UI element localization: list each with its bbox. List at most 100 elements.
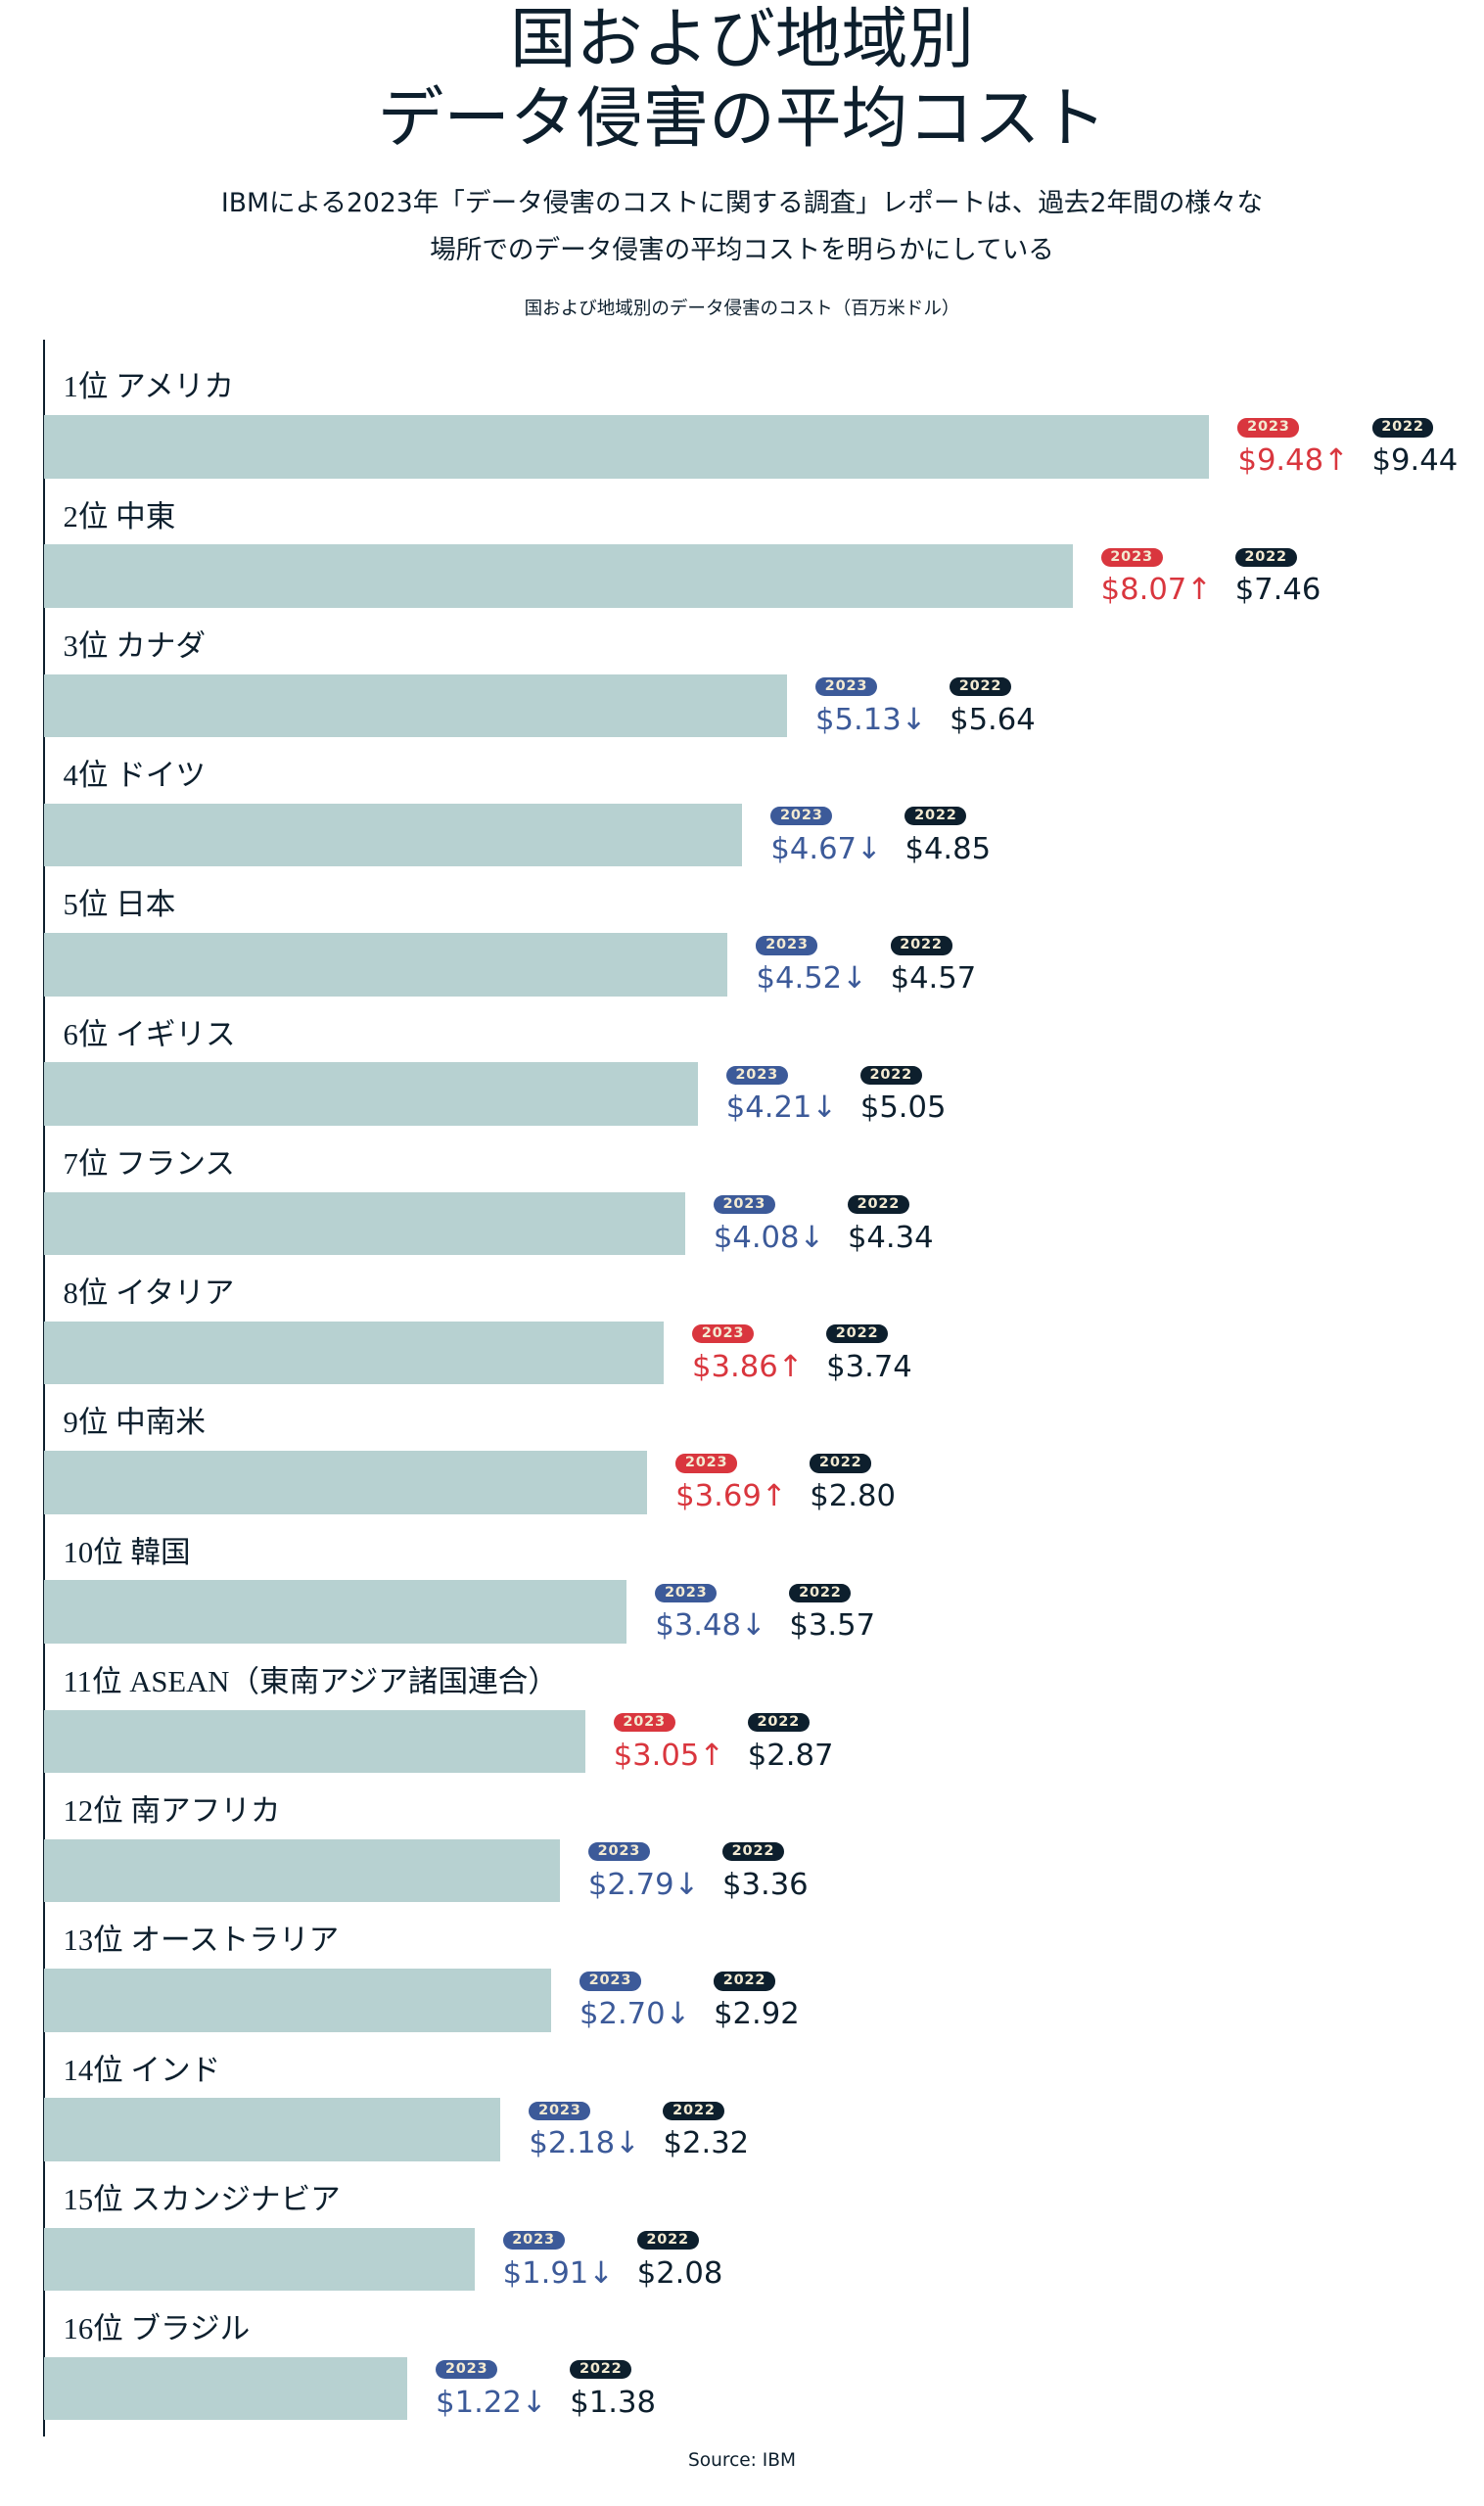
badge-2023: 2023 — [725, 1065, 788, 1085]
arrow-up-icon: ↑ — [761, 1479, 787, 1514]
badge-2022: 2022 — [847, 1194, 909, 1215]
value-2023: $4.52↓ — [756, 961, 867, 997]
bar-row: 4位 ドイツ 2023 2022 $4.67↓ $4.85 — [44, 728, 1484, 867]
badge-2022: 2022 — [636, 2230, 699, 2251]
subtitle: IBMによる2023年「データ侵害のコストに関する調査」レポートは、過去2年間の… — [0, 180, 1484, 275]
category-label: 8位 イタリア — [63, 1276, 235, 1311]
value-2022: $2.92 — [714, 1997, 800, 2032]
arrow-down-icon: ↓ — [799, 1220, 825, 1255]
arrow-down-icon: ↓ — [901, 702, 927, 737]
value-2022: $4.57 — [890, 961, 977, 997]
bar-row: 16位 ブラジル 2023 2022 $1.22↓ $1.38 — [44, 2281, 1484, 2421]
value-2022: $9.44 — [1371, 443, 1459, 479]
value-2022: $1.38 — [570, 2385, 656, 2420]
value-2022: $5.05 — [859, 1091, 947, 1126]
value-2023: $2.18↓ — [529, 2126, 640, 2161]
arrow-down-icon: ↓ — [665, 1997, 691, 2032]
arrow-up-icon: ↑ — [777, 1349, 804, 1384]
category-label: 7位 フランス — [63, 1146, 235, 1181]
value-2023: $3.86↑ — [692, 1349, 804, 1384]
badge-2023: 2023 — [675, 1454, 738, 1473]
value-2022: $3.36 — [721, 1867, 809, 1902]
value-2023: $8.07↑ — [1100, 573, 1212, 608]
arrow-down-icon: ↓ — [812, 1091, 838, 1126]
value-2022: $4.34 — [847, 1220, 934, 1255]
y-axis-line — [42, 339, 45, 2436]
value-2022: $2.32 — [663, 2126, 750, 2161]
arrow-down-icon: ↓ — [741, 1608, 766, 1644]
value-2022: $2.87 — [747, 1738, 834, 1773]
bar-2023 — [44, 1321, 664, 1385]
bar-row: 1位 アメリカ 2023 2022 $9.48↑ $9.44 — [44, 340, 1484, 479]
badge-2023: 2023 — [655, 1583, 718, 1602]
badge-2023: 2023 — [770, 807, 833, 826]
badge-2023: 2023 — [529, 2101, 591, 2120]
badge-2023: 2023 — [502, 2230, 565, 2251]
arrow-down-icon: ↓ — [588, 2255, 614, 2291]
category-label: 13位 オーストラリア — [63, 1924, 340, 1958]
bar-2023 — [44, 415, 1210, 479]
value-2023: $9.48↑ — [1237, 443, 1349, 479]
bar-row: 14位 インド 2023 2022 $2.18↓ $2.32 — [44, 2022, 1484, 2161]
badge-2023: 2023 — [713, 1194, 775, 1215]
bar-row: 9位 中南米 2023 2022 $3.69↑ $2.80 — [44, 1375, 1484, 1514]
value-2023: $2.70↓ — [579, 1997, 691, 2032]
badge-2023: 2023 — [692, 1324, 754, 1344]
badge-2022: 2022 — [859, 1065, 922, 1085]
value-2023: $3.48↓ — [655, 1608, 766, 1644]
bar-2023 — [44, 1451, 648, 1514]
category-label: 5位 日本 — [63, 888, 176, 922]
arrow-down-icon: ↓ — [673, 1867, 700, 1902]
badge-2022: 2022 — [714, 1972, 775, 1991]
bar-row: 5位 日本 2023 2022 $4.52↓ $4.57 — [44, 858, 1484, 997]
bar-2023 — [44, 803, 743, 867]
category-label: 14位 インド — [63, 2053, 221, 2087]
badge-2023: 2023 — [1237, 418, 1300, 438]
badge-2022: 2022 — [721, 1842, 784, 1862]
title-line-2: データ侵害の平均コスト — [377, 78, 1107, 157]
bar-2023 — [44, 1969, 551, 2032]
bar-2023 — [44, 933, 728, 997]
arrow-down-icon: ↓ — [857, 831, 882, 866]
bar-row: 11位 ASEAN（東南アジア諸国連合） 2023 2022 $3.05↑ $2… — [44, 1634, 1484, 1774]
badge-2022: 2022 — [663, 2101, 725, 2120]
bar-2023 — [44, 673, 787, 738]
value-2023: $4.08↓ — [713, 1220, 825, 1255]
bar-2023 — [44, 1191, 685, 1256]
badge-2023: 2023 — [1100, 547, 1163, 567]
arrow-up-icon: ↑ — [1186, 573, 1212, 608]
arrow-up-icon: ↑ — [1323, 443, 1349, 479]
value-2022: $3.57 — [789, 1608, 876, 1644]
arrow-down-icon: ↓ — [615, 2126, 640, 2161]
bar-row: 15位 スカンジナビア 2023 2022 $1.91↓ $2.08 — [44, 2152, 1484, 2292]
value-2022: $2.08 — [636, 2255, 723, 2291]
badge-2022: 2022 — [826, 1324, 889, 1344]
bar-row: 13位 オーストラリア 2023 2022 $2.70↓ $2.92 — [44, 1893, 1484, 2032]
bar-row: 10位 韓国 2023 2022 $3.48↓ $3.57 — [44, 1505, 1484, 1644]
bar-row: 12位 南アフリカ 2023 2022 $2.79↓ $3.36 — [44, 1763, 1484, 1903]
chart-title: 国および地域別 データ侵害の平均コスト — [0, 0, 1484, 158]
category-label: 4位 ドイツ — [63, 759, 206, 793]
category-label: 9位 中南米 — [63, 1406, 206, 1440]
badge-2023: 2023 — [756, 936, 818, 955]
category-label: 3位 カナダ — [63, 628, 206, 663]
badge-2022: 2022 — [789, 1583, 852, 1602]
arrow-up-icon: ↑ — [699, 1738, 725, 1773]
category-label: 16位 ブラジル — [63, 2312, 251, 2346]
value-2023: $2.79↓ — [587, 1867, 700, 1902]
value-2023: $4.21↓ — [725, 1091, 838, 1126]
bar-row: 7位 フランス 2023 2022 $4.08↓ $4.34 — [44, 1116, 1484, 1256]
category-label: 1位 アメリカ — [63, 370, 235, 404]
badge-2022: 2022 — [1234, 547, 1297, 567]
value-2022: $5.64 — [950, 702, 1036, 737]
badge-2022: 2022 — [904, 807, 967, 826]
category-label: 2位 中東 — [63, 499, 176, 534]
badge-2023: 2023 — [815, 676, 877, 697]
bar-2023 — [44, 1062, 698, 1126]
bar-2023 — [44, 2356, 408, 2421]
value-2023: $1.22↓ — [436, 2385, 547, 2420]
value-2023: $3.69↑ — [675, 1479, 787, 1514]
title-line-1: 国および地域別 — [510, 0, 975, 77]
value-2023: $1.91↓ — [502, 2255, 614, 2291]
